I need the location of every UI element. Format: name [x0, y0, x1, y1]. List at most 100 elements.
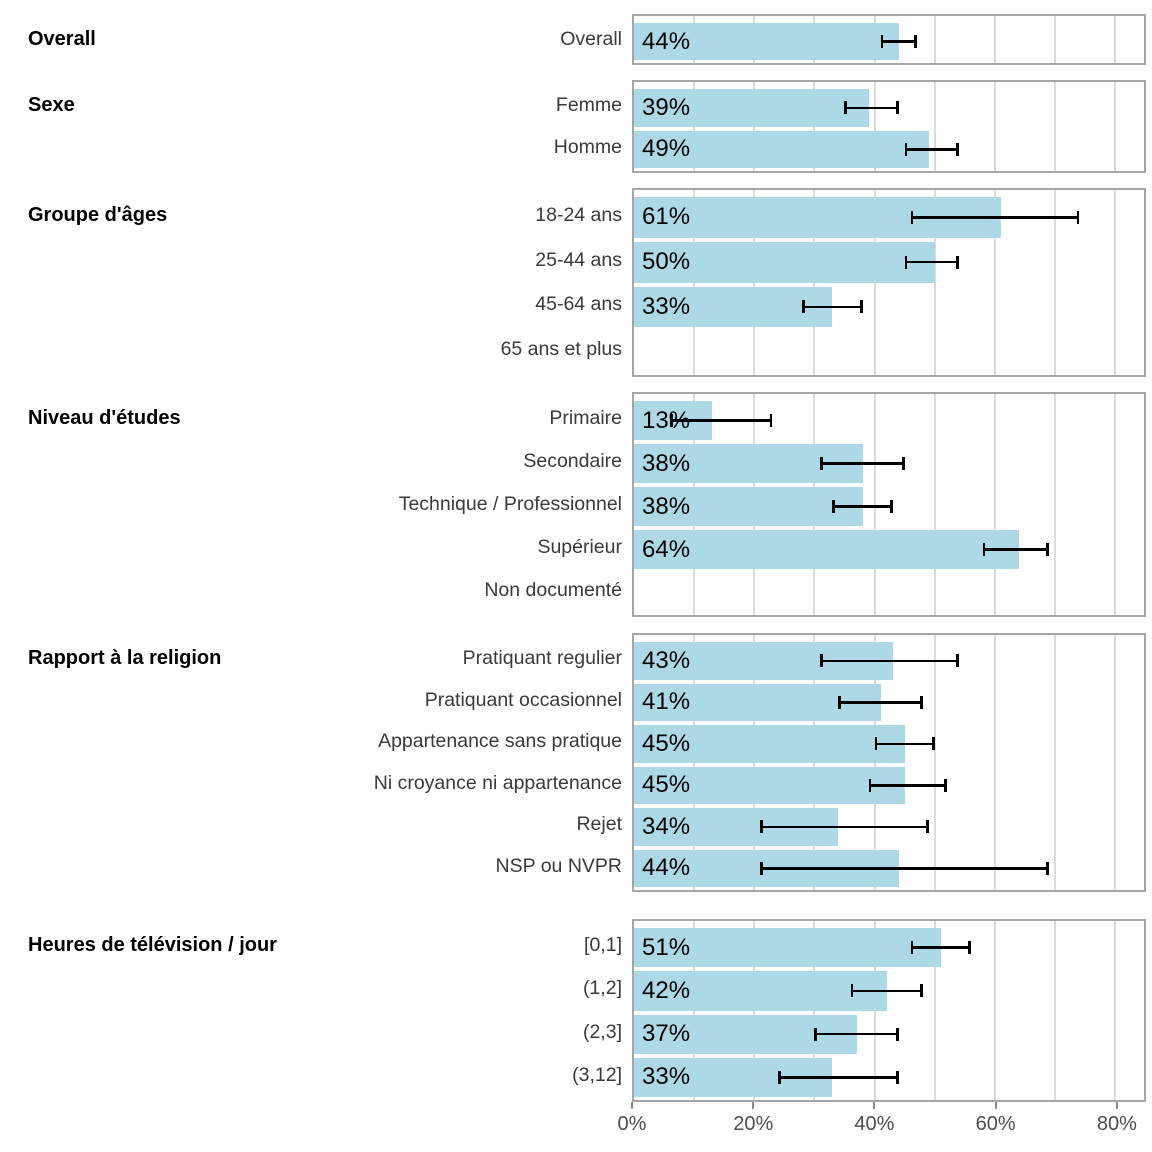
x-axis-tick [752, 1102, 755, 1109]
gridline [1114, 635, 1117, 890]
error-bar-cap-high [896, 101, 899, 115]
error-bar-cap-low [910, 210, 914, 224]
error-bar-cap-high [926, 820, 929, 834]
error-bar-cap-low [850, 984, 853, 998]
gridline [1114, 16, 1117, 63]
row-label: Pratiquant regulier [462, 647, 622, 670]
error-bar-cap-low [820, 457, 823, 470]
gridline [753, 635, 756, 890]
bar-value-label: 45% [642, 771, 691, 799]
row-label: 18-24 ans [535, 203, 622, 226]
bar-value-label: 38% [642, 449, 691, 477]
error-bar-cap-low [844, 101, 847, 115]
x-axis-tick [873, 1102, 876, 1109]
gridline [813, 921, 816, 1100]
error-bar-cap-high [896, 1070, 899, 1084]
gridline [993, 921, 996, 1100]
facet-group-label: Groupe d'âges [28, 203, 168, 226]
bar [634, 487, 863, 526]
gridline [1053, 394, 1056, 615]
error-bar-cap-low [814, 1027, 817, 1041]
bar-value-label: 44% [642, 854, 691, 882]
x-axis-tick [994, 1102, 997, 1109]
row-label: Non documenté [484, 579, 622, 601]
facet-panel: 13% 38% 38% 64% [632, 392, 1146, 617]
bar [634, 23, 899, 60]
error-bar-cap-low [982, 543, 986, 556]
x-axis-tick-label: 40% [854, 1113, 895, 1135]
row-label: 45-64 ans [535, 293, 622, 316]
gridline [813, 635, 816, 890]
x-axis-tick [1115, 1102, 1118, 1109]
bar-value-label: 39% [642, 93, 691, 121]
error-bar [904, 148, 959, 151]
error-bar [778, 1076, 899, 1079]
error-bar-cap-high [896, 1027, 899, 1041]
x-axis-tick-label: 0% [617, 1113, 647, 1135]
gridline [993, 16, 996, 63]
error-bar-cap-low [670, 414, 673, 427]
error-bar-cap-low [802, 300, 805, 314]
gridline [1114, 394, 1117, 615]
error-bar-cap-high [956, 654, 959, 668]
row-label: Technique / Professionnel [398, 493, 622, 515]
gridline [933, 921, 936, 1100]
error-bar [904, 260, 959, 264]
facet-panel: 61% 50% 33% [632, 188, 1146, 377]
bar [634, 530, 1019, 569]
error-bar-cap-high [1046, 861, 1049, 875]
error-bar-cap-high [932, 737, 935, 751]
gridline [993, 394, 996, 615]
row-label: Ni croyance ni appartenance [373, 771, 622, 794]
error-bar [910, 216, 1080, 219]
gridline [933, 394, 936, 615]
gridline [873, 190, 876, 375]
bar [634, 971, 887, 1011]
gridline [933, 635, 936, 890]
gridline [753, 82, 756, 171]
facet-group-label: Sexe [28, 94, 75, 117]
error-bar-cap-low [832, 500, 835, 513]
error-bar-cap-high [902, 457, 905, 470]
bar-value-label: 33% [642, 292, 691, 320]
facet-panel: 39% 49% [632, 80, 1146, 173]
row-label: (2,3] [582, 1020, 622, 1043]
facet-group-label: Heures de télévision / jour [28, 934, 277, 957]
error-bar-cap-low [838, 695, 841, 709]
gridline [753, 190, 756, 375]
error-bar [880, 40, 917, 43]
facet-group-label: Overall [28, 28, 96, 50]
error-bar-cap-high [956, 142, 959, 156]
bar [634, 766, 905, 804]
error-bar [820, 659, 959, 662]
gridline [693, 82, 696, 171]
bar [634, 130, 929, 168]
error-bar [670, 419, 773, 422]
facet-group-label: Niveau d'études [28, 407, 181, 429]
x-axis-tick-label: 20% [733, 1113, 774, 1135]
bar-value-label: 41% [642, 688, 691, 716]
bar-value-label: 37% [642, 1020, 691, 1048]
error-bar-cap-high [956, 255, 959, 269]
error-bar-cap-low [760, 820, 763, 834]
gridline [873, 921, 876, 1100]
row-label: Pratiquant occasionnel [424, 688, 622, 711]
bar-value-label: 50% [642, 248, 691, 276]
gridline [1114, 190, 1117, 375]
gridline [873, 394, 876, 615]
bar [634, 286, 833, 328]
gridline [813, 82, 816, 171]
error-bar-cap-high [860, 300, 863, 314]
gridline [873, 635, 876, 890]
error-bar [832, 505, 893, 508]
facet-group-label: Rapport à la religion [28, 647, 222, 670]
bar [634, 928, 941, 968]
row-label: NSP ou NVPR [495, 854, 622, 877]
facet-panel: 51% 42% 37% 33% [632, 919, 1146, 1102]
row-label: 65 ans et plus [500, 338, 622, 361]
error-bar-cap-low [904, 142, 908, 156]
facet-panel: 43% 41% 45% 45% 34% 44% [632, 633, 1146, 892]
gridline [933, 190, 936, 375]
gridline [933, 16, 936, 63]
